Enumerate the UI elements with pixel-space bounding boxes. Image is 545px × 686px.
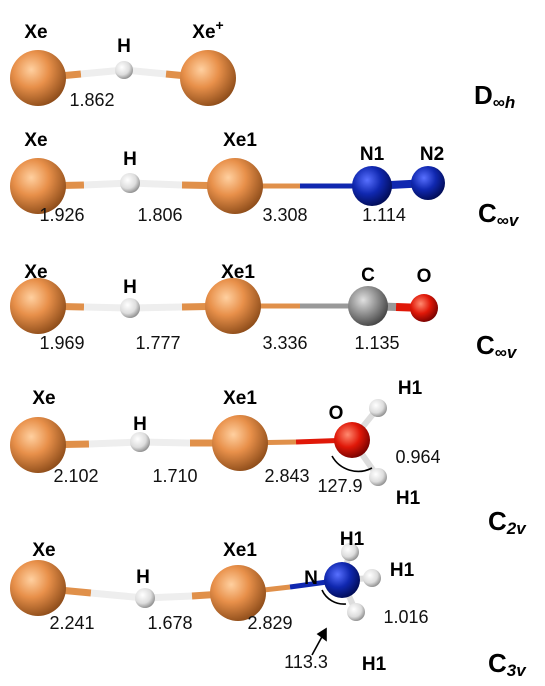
atom-charge: + [216,17,224,33]
bond-length: 2.102 [53,466,98,486]
atom-label: Xe1 [223,130,257,151]
bond-length: 3.308 [262,205,307,225]
atom-label: Xe [24,130,47,151]
atom-label: Xe1 [221,262,255,283]
bond-length: 0.964 [395,447,440,467]
atom-label: H1 [340,529,365,550]
atom-label: H [123,149,137,170]
bond-length: 1.862 [69,90,114,110]
diagram: Xe H Xe+ 1.862 D∞h Xe H Xe1 N1 N2 1.926 … [0,0,545,686]
bond-length: 1.969 [39,333,84,353]
bond-length: 1.114 [362,205,406,225]
bond-length: 1.678 [147,613,192,633]
point-group-symbol: D [474,80,493,110]
atom-label: Xe [32,540,55,561]
bond-length: 1.806 [137,205,182,225]
bond-length: 1.710 [152,466,197,486]
point-group: D∞h [474,80,515,112]
bond-length: 1.135 [354,333,399,353]
atom-label: Xe1 [223,388,257,409]
point-group: C3v [488,648,527,680]
atom-label: O [417,266,432,287]
point-group-symbol: C [476,330,495,360]
atom-label: H1 [398,378,423,399]
bond-length: 1.777 [135,333,180,353]
bond-length: 2.843 [264,466,309,486]
bond-length: 2.241 [49,613,94,633]
bond-angle: 113.3 [284,652,328,672]
point-group: C∞v [476,330,518,362]
atom-label: N [304,568,318,589]
bond-length: 2.829 [247,613,292,633]
atom-label: N2 [420,144,444,165]
bond-angle: 127.9 [317,476,362,496]
atom-label: Xe+ [192,17,223,43]
atom-label: Xe [32,388,55,409]
atom-label: Xe1 [223,540,257,561]
atom-label: Xe [24,262,47,283]
point-group: C2v [488,506,527,538]
atom-label: H1 [362,654,387,675]
atom-label: Xe [24,22,47,43]
atom-label: Xe [192,22,215,43]
point-group-symbol: C [488,648,507,678]
atom-label: H [117,36,131,57]
bond-length: 1.926 [39,205,84,225]
point-group-symbol: C [488,506,507,536]
atom-label: H1 [396,488,421,509]
atom-label: H [123,277,137,298]
point-group-subscript: ∞h [493,93,516,112]
point-group-subscript: 3v [507,661,527,680]
point-group: C∞v [478,198,520,230]
atom-label: H [136,567,150,588]
atom-label: H1 [390,560,415,581]
atom-label: H [133,414,147,435]
point-group-subscript: ∞v [495,343,518,362]
atom-label: C [361,265,375,286]
bond-length: 1.016 [383,607,428,627]
bond-length: 3.336 [262,333,307,353]
point-group-subscript: 2v [506,519,527,538]
point-group-symbol: C [478,198,497,228]
point-group-subscript: ∞v [497,211,520,230]
atom-label: N1 [360,144,385,165]
atom-label: O [329,403,344,424]
labels: Xe H Xe+ 1.862 D∞h Xe H Xe1 N1 N2 1.926 … [24,17,527,680]
